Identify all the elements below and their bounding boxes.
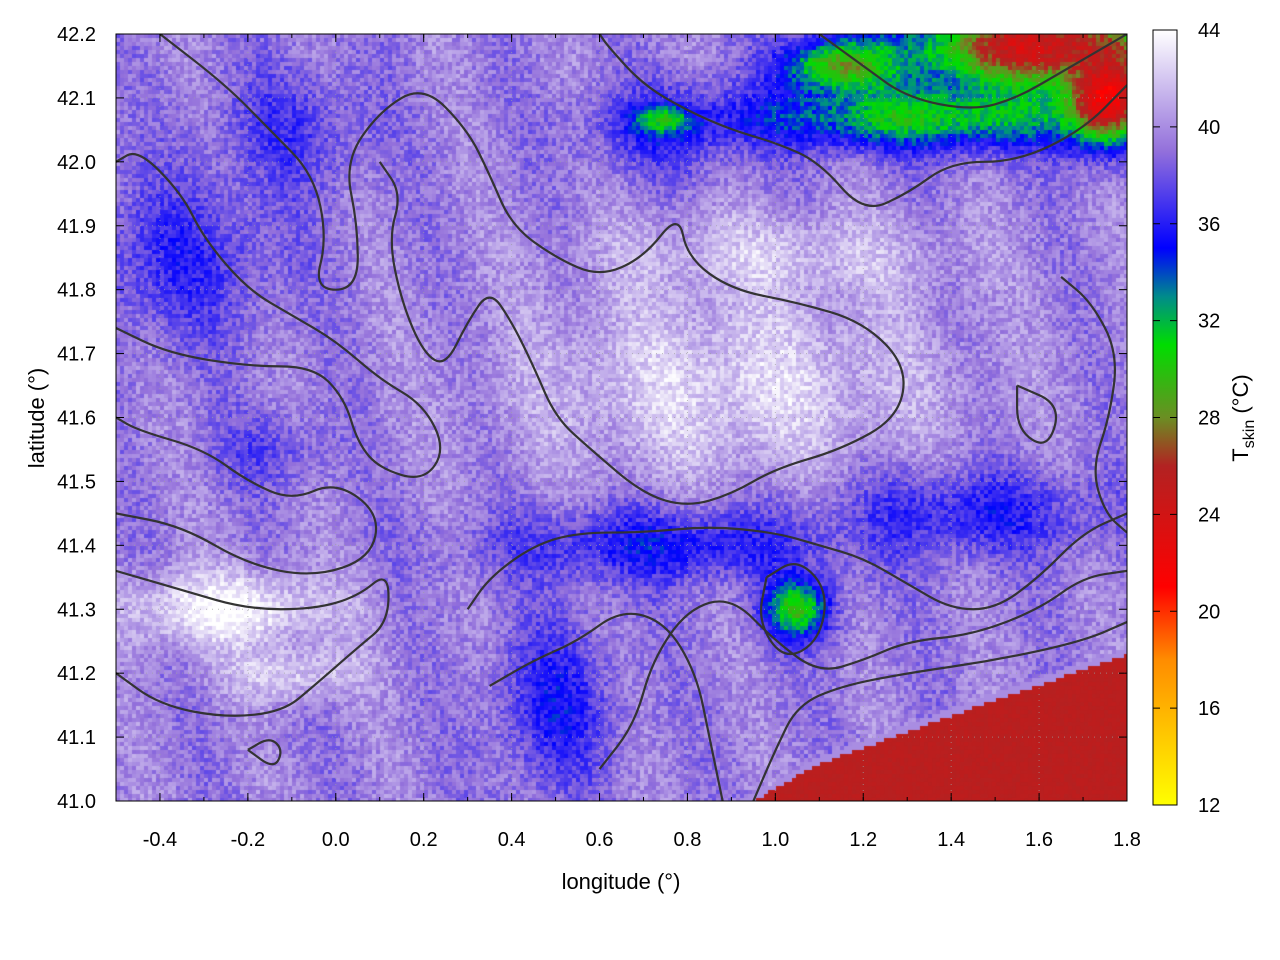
- x-tick-label-5: 0.6: [586, 829, 614, 851]
- colorbar-tick-label-5: 32: [1198, 311, 1220, 333]
- contour-line-7: [752, 621, 1127, 801]
- x-tick-label-7: 1.0: [761, 829, 789, 851]
- contour-line-8: [598, 34, 1127, 208]
- contour-line-2: [116, 152, 442, 478]
- colorbar-ticks: 12 16 20 24 28 32 36 40 44: [1153, 20, 1220, 817]
- y-tick-label-0: 41.0: [57, 791, 96, 813]
- y-tick-label-2: 41.2: [57, 663, 96, 685]
- contour-line-6: [598, 569, 1127, 770]
- x-tick-label-0: -0.4: [143, 829, 177, 851]
- x-tick-label-8: 1.2: [849, 829, 877, 851]
- colorbar-tick-label-1: 16: [1198, 698, 1220, 720]
- heatmap-image: [116, 34, 1127, 801]
- contour-line-10: [759, 563, 826, 656]
- colorbar-tick-label-3: 24: [1198, 504, 1220, 526]
- colorbar-tick-label-7: 40: [1198, 117, 1220, 139]
- contour-line-5: [489, 612, 724, 801]
- contour-line-9: [818, 34, 1127, 109]
- x-axis: -0.4 -0.2 0.0 0.2 0.4 0.6 0.8 1.0 1.2 1.4 1.6 1.8: [115, 34, 1141, 851]
- colorbar-label-sub: skin: [1241, 420, 1258, 448]
- plot-area: [116, 34, 1127, 801]
- x-axis-label: longitude (°): [562, 869, 681, 894]
- y-tick-label-12: 42.2: [57, 24, 96, 46]
- colorbar-tick-label-8: 44: [1198, 20, 1220, 42]
- y-tick-label-4: 41.4: [57, 535, 96, 557]
- y-tick-label-9: 41.9: [57, 216, 96, 238]
- contour-line-3: [159, 34, 905, 505]
- x-tick-label-6: 0.8: [674, 829, 702, 851]
- x-tick-label-10: 1.6: [1025, 829, 1053, 851]
- y-tick-label-8: 41.8: [57, 280, 96, 302]
- contour-line-4: [466, 512, 1127, 611]
- y-tick-label-1: 41.1: [57, 727, 96, 749]
- colorbar-label-main: T: [1228, 448, 1253, 461]
- y-axis: 41.0 41.1 41.2 41.3 41.4 41.5 41.6 41.7 41.8 41.9…: [57, 24, 1127, 813]
- x-tick-label-2: 0.0: [322, 829, 350, 851]
- y-tick-label-6: 41.6: [57, 408, 96, 430]
- x-tick-label-3: 0.2: [410, 829, 438, 851]
- y-tick-label-11: 42.1: [57, 88, 96, 110]
- y-axis-label: latitude (°): [24, 368, 49, 469]
- x-tick-label-4: 0.4: [498, 829, 526, 851]
- colorbar-label-unit: (°C): [1228, 374, 1253, 419]
- colorbar-tick-label-0: 12: [1198, 795, 1220, 817]
- contour-line-0: [116, 569, 390, 717]
- contour-line-1: [116, 416, 378, 575]
- colorbar-label: Tskin (°C): [1228, 374, 1258, 461]
- y-tick-label-7: 41.7: [57, 344, 96, 366]
- colorbar-tick-label-6: 36: [1198, 214, 1220, 236]
- x-tick-label-1: -0.2: [231, 829, 265, 851]
- x-tick-label-9: 1.4: [937, 829, 965, 851]
- colorbar-tick-label-2: 20: [1198, 601, 1220, 623]
- contour-line-12: [1016, 384, 1058, 444]
- x-tick-label-11: 1.8: [1113, 829, 1141, 851]
- colorbar: 12 16 20 24 28 32 36 40 44 Tskin (°C): [1152, 20, 1258, 817]
- y-tick-label-5: 41.5: [57, 471, 96, 493]
- contour-line-11: [247, 739, 282, 766]
- y-tick-label-3: 41.3: [57, 599, 96, 621]
- contour-lines: [116, 34, 1127, 801]
- y-tick-label-10: 42.0: [57, 152, 96, 174]
- contour-line-13: [1060, 276, 1127, 534]
- colorbar-tick-label-4: 28: [1198, 408, 1220, 430]
